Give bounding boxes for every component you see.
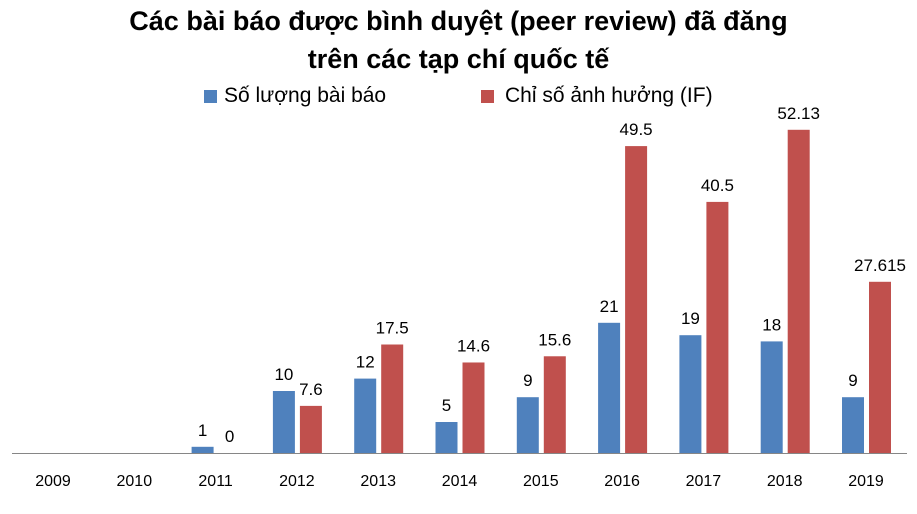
bar-count-2012 xyxy=(272,391,295,453)
data-label-count-2016: 21 xyxy=(600,297,619,316)
bar-count-2017 xyxy=(679,335,702,453)
bar-count-2018 xyxy=(760,341,783,453)
data-label-if-2018: 52.13 xyxy=(777,104,820,123)
data-label-count-2015: 9 xyxy=(523,371,532,390)
x-tick-label-2012: 2012 xyxy=(279,473,315,490)
bar-if-2017 xyxy=(706,201,729,453)
legend-item-count: Số lượng bài báo xyxy=(204,84,386,108)
bar-count-2011 xyxy=(191,446,214,453)
bar-count-2014 xyxy=(435,422,458,453)
legend-label-if: Chỉ số ảnh hưởng (IF) xyxy=(505,84,713,107)
x-tick-label-2019: 2019 xyxy=(848,473,884,490)
data-label-count-2014: 5 xyxy=(442,396,451,415)
x-tick-label-2014: 2014 xyxy=(442,473,478,490)
data-label-if-2019: 27.615 xyxy=(854,256,906,275)
data-label-count-2019: 9 xyxy=(848,371,857,390)
x-tick-label-2010: 2010 xyxy=(117,473,153,490)
chart-title-line-2: trên các tạp chí quốc tế xyxy=(307,44,610,74)
bar-if-2016 xyxy=(625,146,648,453)
data-label-if-2011: 0 xyxy=(225,427,234,446)
data-label-if-2017: 40.5 xyxy=(701,176,734,195)
data-label-if-2014: 14.6 xyxy=(457,336,490,355)
x-tick-label-2017: 2017 xyxy=(686,473,722,490)
bar-if-2012 xyxy=(299,405,322,453)
x-tick-label-2015: 2015 xyxy=(523,473,559,490)
bar-count-2016 xyxy=(598,322,621,453)
legend-swatch-red xyxy=(481,89,494,103)
legend-swatch-blue xyxy=(204,89,217,103)
data-label-if-2015: 15.6 xyxy=(538,330,571,349)
chart-title-line-1: Các bài báo được bình duyệt (peer review… xyxy=(129,6,788,36)
bar-count-2015 xyxy=(516,397,539,453)
legend-item-if: Chỉ số ảnh hưởng (IF) xyxy=(481,84,713,108)
x-tick-label-2016: 2016 xyxy=(604,473,640,490)
data-label-if-2013: 17.5 xyxy=(376,319,409,338)
data-label-count-2017: 19 xyxy=(681,309,700,328)
x-tick-label-2009: 2009 xyxy=(35,473,71,490)
data-label-count-2013: 12 xyxy=(356,353,375,372)
x-tick-label-2018: 2018 xyxy=(767,473,803,490)
x-tick-label-2011: 2011 xyxy=(198,473,233,490)
bar-if-2014 xyxy=(462,362,485,453)
data-label-if-2012: 7.6 xyxy=(299,380,323,399)
bar-if-2013 xyxy=(381,344,404,453)
data-label-count-2018: 18 xyxy=(762,315,781,334)
bar-if-2019 xyxy=(869,281,891,453)
data-label-count-2011: 1 xyxy=(198,421,207,440)
legend-label-count: Số lượng bài báo xyxy=(224,84,387,107)
bar-count-2019 xyxy=(842,397,864,453)
data-label-if-2016: 49.5 xyxy=(620,120,653,139)
bar-count-2013 xyxy=(354,378,377,453)
x-tick-label-2013: 2013 xyxy=(360,473,396,490)
bar-if-2018 xyxy=(787,129,810,453)
data-label-count-2012: 10 xyxy=(274,365,293,384)
bar-if-2015 xyxy=(543,356,566,453)
